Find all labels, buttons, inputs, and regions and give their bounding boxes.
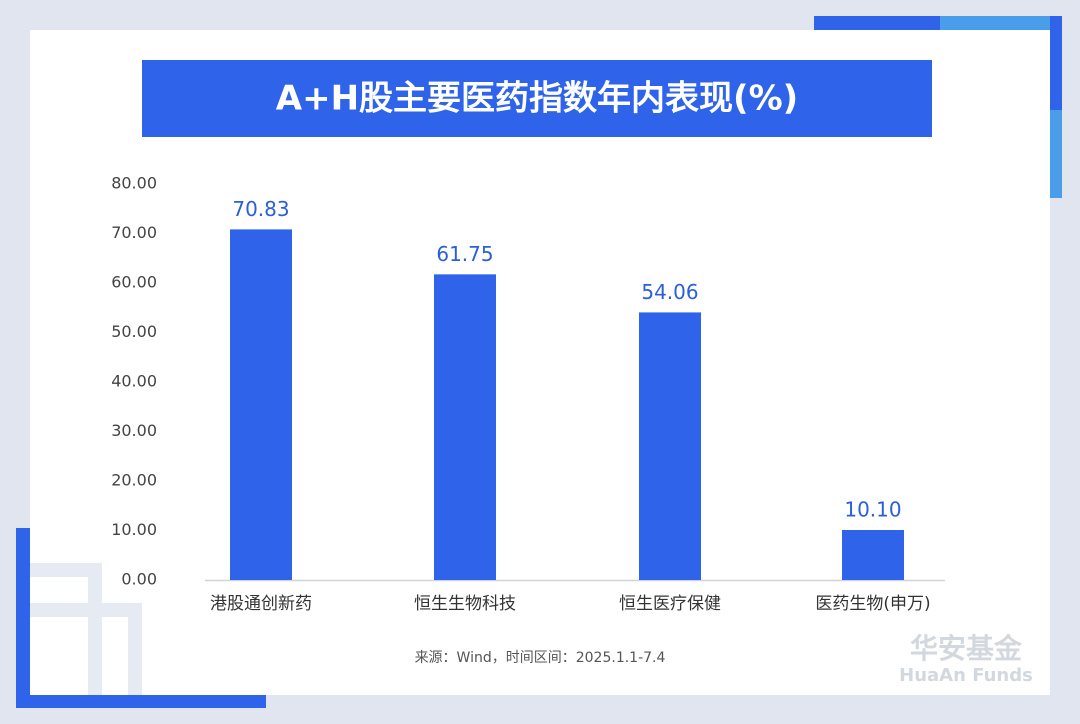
y-tick-label: 0.00 xyxy=(121,570,157,589)
x-tick-label: 港股通创新药 xyxy=(210,594,312,614)
brand-en: HuaAn Funds xyxy=(899,665,1033,686)
source: 来源：Wind，时间区间：2025.1.1-7.4 xyxy=(415,650,666,666)
brand: 华安基金 xyxy=(910,632,1023,665)
y-tick-label: 50.00 xyxy=(111,322,157,341)
bar xyxy=(639,312,701,580)
decor xyxy=(16,528,30,708)
y-tick-label: 30.00 xyxy=(111,421,157,440)
x-tick-label: 医药生物(申万) xyxy=(815,594,930,614)
decor xyxy=(30,563,142,695)
y-tick-label: 40.00 xyxy=(111,372,157,391)
chart-title: A+H股主要医药指数年内表现(%) xyxy=(276,79,798,119)
x-tick-label: 恒生医疗保健 xyxy=(619,594,721,614)
data-label: 70.83 xyxy=(232,197,289,221)
y-tick-label: 80.00 xyxy=(111,174,157,193)
bar xyxy=(842,530,904,580)
y-tick-label: 20.00 xyxy=(111,471,157,490)
y-tick-label: 70.00 xyxy=(111,223,157,242)
decor xyxy=(16,695,266,708)
y-tick-label: 10.00 xyxy=(111,520,157,539)
bar xyxy=(434,274,496,580)
decor xyxy=(940,16,1062,30)
title-banner xyxy=(142,60,932,137)
panel xyxy=(30,30,1050,695)
data-label: 61.75 xyxy=(436,242,493,266)
y-tick-label: 60.00 xyxy=(111,273,157,292)
bar xyxy=(230,229,292,581)
data-label: 54.06 xyxy=(641,280,698,304)
x-tick-label: 恒生生物科技 xyxy=(414,594,516,614)
data-label: 10.10 xyxy=(844,498,901,522)
decor xyxy=(1050,110,1062,198)
